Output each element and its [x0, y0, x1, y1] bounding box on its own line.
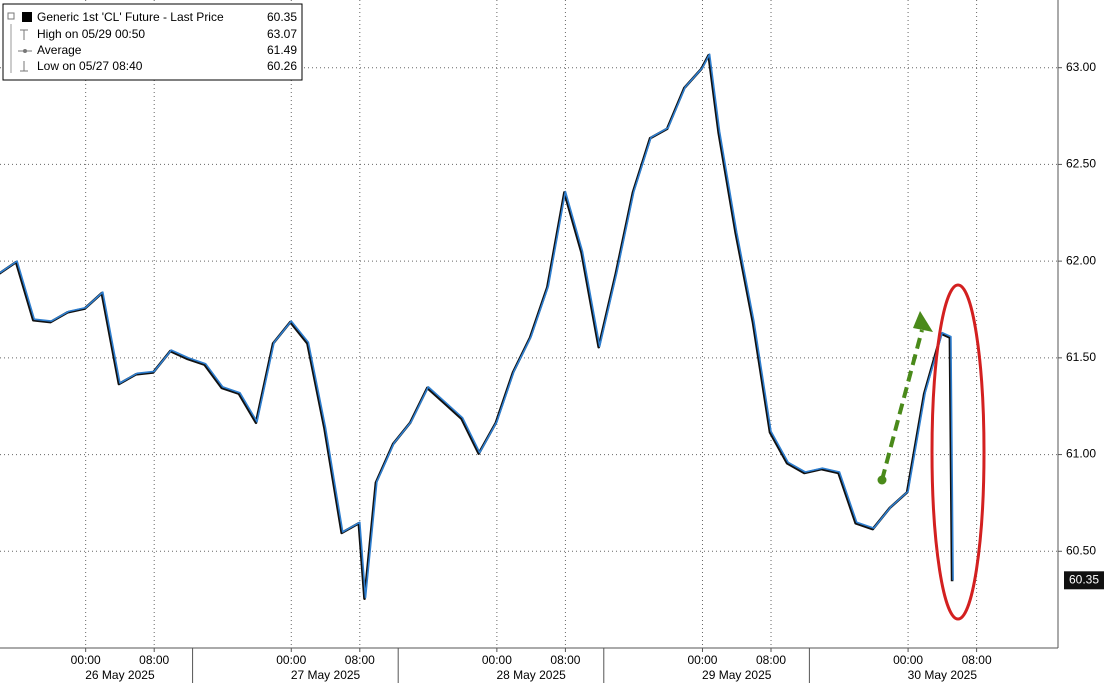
plot — [0, 53, 954, 600]
annotation-ellipse — [930, 283, 986, 621]
legend-icon — [7, 12, 15, 20]
last-price-box — [1064, 571, 1104, 590]
x-tick-label: 00:00 — [482, 653, 512, 667]
x-tick-label: 00:00 — [276, 653, 306, 667]
legend-value: 60.26 — [267, 59, 297, 73]
legend-box — [2, 3, 303, 81]
legend-value: 63.07 — [267, 27, 297, 41]
legend-value: 61.49 — [267, 43, 297, 57]
x-tick-label: 00:00 — [687, 653, 717, 667]
date-label: 26 May 2025 — [85, 668, 155, 682]
annotation-dot — [877, 475, 887, 485]
annotation-arrowhead — [913, 311, 933, 332]
date-label: 29 May 2025 — [702, 668, 772, 682]
legend-swatch — [22, 12, 32, 22]
legend-label: Low on 05/27 08:40 — [37, 59, 143, 73]
y-tick-label: 63.00 — [1066, 60, 1096, 74]
legend-value: 60.35 — [267, 10, 297, 24]
date-label: 28 May 2025 — [496, 668, 566, 682]
date-label: 27 May 2025 — [291, 668, 361, 682]
y-tick-label: 61.00 — [1066, 447, 1096, 461]
legend-label: Generic 1st 'CL' Future - Last Price — [37, 10, 224, 24]
y-tick-label: 62.00 — [1066, 253, 1096, 267]
price-line — [0, 53, 954, 599]
x-tick-label: 08:00 — [756, 653, 786, 667]
legend-label: Average — [37, 43, 82, 57]
grid — [0, 0, 1058, 648]
y-tick-label: 62.50 — [1066, 157, 1096, 171]
date-label: 30 May 2025 — [908, 668, 978, 682]
y-tick-label: 60.50 — [1066, 543, 1096, 557]
x-tick-label: 08:00 — [345, 653, 375, 667]
last-price-label: 60.35 — [1069, 572, 1099, 586]
legend: Generic 1st 'CL' Future - Last Price 60.… — [2, 3, 303, 81]
x-tick-label: 00:00 — [893, 653, 923, 667]
y-tick-label: 61.50 — [1066, 350, 1096, 364]
annotation-arrow — [880, 329, 924, 481]
legend-label: High on 05/29 00:50 — [37, 27, 145, 41]
legend-icon — [23, 49, 27, 53]
x-tick-label: 08:00 — [962, 653, 992, 667]
x-tick-label: 08:00 — [139, 653, 169, 667]
x-tick-label: 08:00 — [550, 653, 580, 667]
x-tick-label: 00:00 — [71, 653, 101, 667]
